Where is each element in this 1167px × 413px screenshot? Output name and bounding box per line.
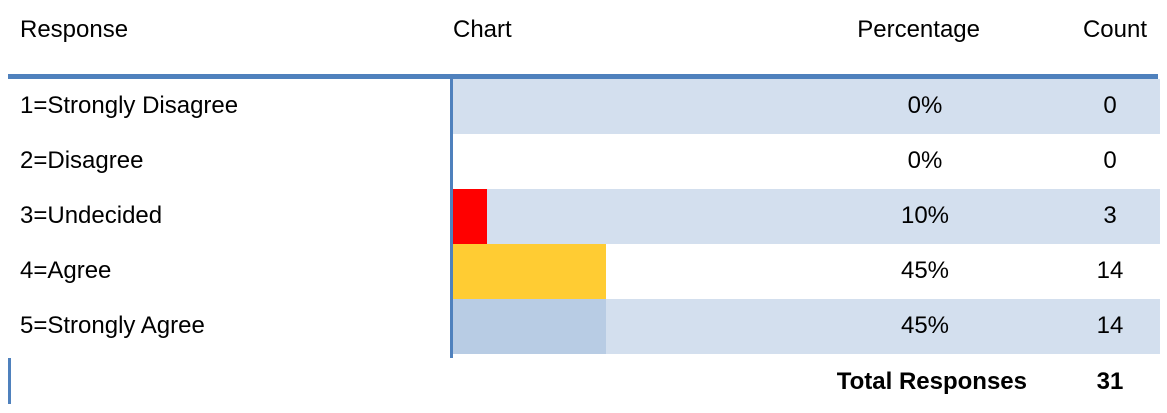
percentage-value: 45% bbox=[900, 257, 950, 284]
response-label: 1=Strongly Disagree bbox=[20, 92, 239, 119]
count-value: 0 bbox=[1103, 147, 1117, 174]
table-row: 2=Disagree 0% 0 bbox=[0, 134, 1167, 189]
chart-bar bbox=[453, 189, 487, 244]
header-percentage: Percentage bbox=[857, 16, 980, 43]
chart-axis-line bbox=[450, 79, 453, 358]
response-label: 4=Agree bbox=[20, 257, 112, 284]
header-rule bbox=[8, 74, 1158, 79]
header-response: Response bbox=[20, 16, 129, 43]
total-left-rule bbox=[8, 358, 11, 404]
count-value: 14 bbox=[1096, 257, 1124, 284]
table-row: 5=Strongly Agree 45% 14 bbox=[0, 299, 1167, 354]
total-responses-value: 31 bbox=[1096, 368, 1124, 395]
table-row: 3=Undecided 10% 3 bbox=[0, 189, 1167, 244]
chart-bar bbox=[453, 299, 606, 354]
header-count: Count bbox=[1082, 16, 1147, 43]
response-label: 2=Disagree bbox=[20, 147, 144, 174]
percentage-value: 0% bbox=[907, 92, 943, 119]
count-value: 3 bbox=[1103, 202, 1117, 229]
response-label: 5=Strongly Agree bbox=[20, 312, 205, 339]
percentage-value: 45% bbox=[900, 312, 950, 339]
row-band bbox=[453, 134, 1160, 189]
table-row: 1=Strongly Disagree 0% 0 bbox=[0, 79, 1167, 134]
header-chart: Chart bbox=[453, 16, 512, 43]
percentage-value: 10% bbox=[900, 202, 950, 229]
total-responses-label: Total Responses bbox=[836, 368, 1027, 395]
count-value: 14 bbox=[1096, 312, 1124, 339]
count-value: 0 bbox=[1103, 92, 1117, 119]
response-label: 3=Undecided bbox=[20, 202, 163, 229]
row-band bbox=[453, 79, 1160, 134]
percentage-value: 0% bbox=[907, 147, 943, 174]
row-band bbox=[453, 189, 1160, 244]
chart-bar bbox=[453, 244, 606, 299]
table-row: 4=Agree 45% 14 bbox=[0, 244, 1167, 299]
